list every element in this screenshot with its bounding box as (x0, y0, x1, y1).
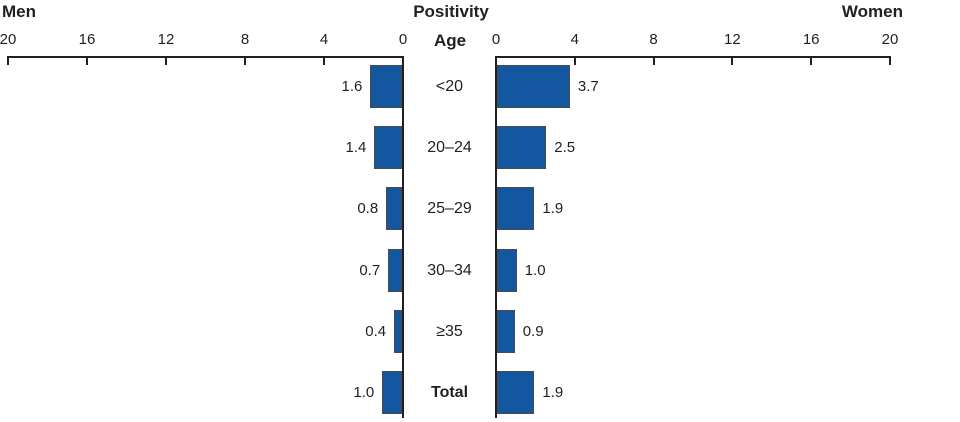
men-axis-line (8, 56, 404, 58)
women-value-label: 2.5 (554, 139, 576, 156)
women-bar (497, 187, 535, 230)
men-value-label: 0.4 (365, 323, 387, 340)
women-value-label: 1.9 (542, 200, 564, 217)
men-value-label: 1.0 (353, 384, 375, 401)
axis-tick-mark (573, 56, 576, 65)
women-value-label: 1.9 (542, 384, 564, 401)
men-bar (374, 126, 402, 169)
men-bar (386, 187, 402, 230)
axis-tick-label: 0 (491, 31, 501, 48)
men-zero-baseline (402, 56, 404, 418)
chart-title: Positivity (413, 2, 489, 21)
axis-tick-mark (86, 56, 88, 65)
men-side-label: Men (2, 2, 36, 21)
women-value-label: 1.0 (524, 262, 546, 279)
axis-tick-label: 0 (398, 31, 408, 48)
age-label: 30–34 (427, 262, 472, 279)
axis-tick-mark (889, 56, 891, 65)
age-label: 20–24 (427, 139, 472, 156)
axis-tick-mark (7, 56, 9, 65)
axis-tick-mark (652, 56, 655, 65)
axis-tick-mark (810, 56, 813, 65)
men-bar (388, 249, 402, 292)
women-axis-line (495, 56, 890, 58)
axis-tick-label: 12 (724, 31, 741, 48)
age-label: ≥35 (436, 323, 463, 340)
women-bar (497, 371, 535, 414)
men-bar (394, 310, 402, 353)
age-label: <20 (435, 78, 464, 95)
women-side-label: Women (841, 2, 903, 21)
men-value-label: 1.6 (341, 78, 363, 95)
axis-tick-mark (165, 56, 167, 65)
axis-tick-mark (731, 56, 734, 65)
axis-tick-label: 8 (649, 31, 658, 48)
age-label: Total (430, 384, 469, 401)
women-bar (497, 126, 547, 169)
axis-tick-label: 12 (157, 31, 175, 48)
women-bar (497, 65, 570, 108)
women-value-label: 0.9 (522, 323, 544, 340)
axis-tick-mark (244, 56, 246, 65)
axis-tick-label: 16 (78, 31, 96, 48)
axis-tick-label: 4 (570, 31, 579, 48)
women-zero-baseline (495, 56, 497, 418)
women-bar (497, 249, 517, 292)
men-value-label: 1.4 (345, 139, 367, 156)
men-bar (370, 65, 402, 108)
women-bar (497, 310, 515, 353)
men-bar (382, 371, 402, 414)
axis-tick-mark (323, 56, 325, 65)
axis-tick-label: 16 (802, 31, 820, 48)
axis-tick-label: 8 (240, 31, 250, 48)
axis-tick-label: 20 (881, 31, 899, 48)
axis-tick-label: 20 (0, 31, 17, 48)
age-label: 25–29 (427, 200, 472, 217)
men-value-label: 0.8 (357, 200, 379, 217)
men-value-label: 0.7 (359, 262, 381, 279)
women-value-label: 3.7 (577, 78, 599, 95)
axis-tick-label: 4 (319, 31, 329, 48)
age-axis-title: Age (433, 31, 467, 50)
